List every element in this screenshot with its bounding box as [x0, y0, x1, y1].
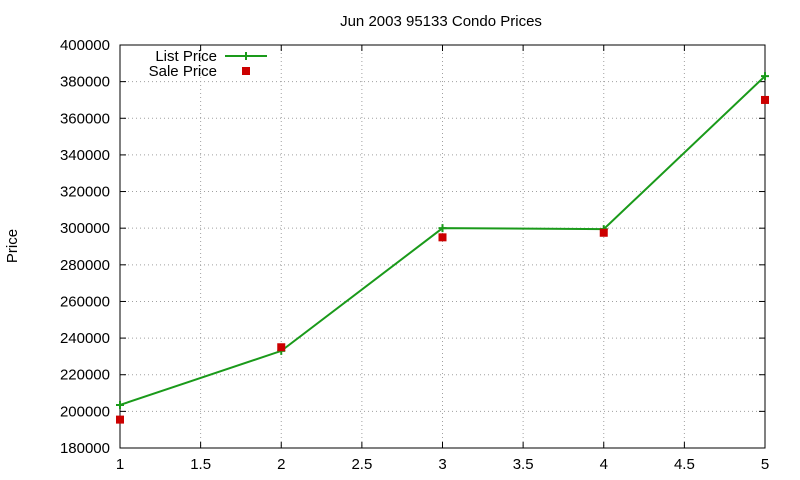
data-point-square	[761, 95, 769, 104]
x-tick-label: 2.5	[351, 456, 372, 473]
y-tick-label: 360000	[60, 110, 110, 127]
y-tick-label: 240000	[60, 330, 110, 347]
legend-symbol	[225, 52, 267, 60]
legend-label: List Price	[155, 48, 217, 65]
x-tick-label: 2	[277, 456, 285, 473]
y-tick-label: 300000	[60, 220, 110, 237]
x-tick-label: 4.5	[674, 456, 695, 473]
y-tick-label: 380000	[60, 74, 110, 91]
y-tick-label: 400000	[60, 37, 110, 54]
data-series	[116, 72, 769, 424]
x-tick-label: 3	[438, 456, 446, 473]
data-point-square	[599, 228, 608, 237]
y-tick-label: 320000	[60, 184, 110, 201]
tick-labels: 1 1.5 2 2.5 3 3.5 4 4.5 5 180000 200000 220000 24000…	[60, 37, 769, 473]
x-tick-label: 4	[600, 456, 608, 473]
data-point-plus	[438, 224, 447, 233]
legend-symbol	[242, 67, 250, 75]
legend-plus-marker	[242, 52, 250, 60]
y-tick-label: 180000	[60, 440, 110, 457]
series-1	[116, 95, 769, 424]
y-tick-label: 340000	[60, 147, 110, 164]
data-point-square	[438, 233, 447, 242]
data-point-square	[116, 415, 124, 424]
y-axis-label: Price	[4, 229, 21, 263]
legend-square-marker	[242, 67, 250, 75]
y-tick-label: 260000	[60, 293, 110, 310]
plot-border	[119, 44, 766, 449]
chart-title: Jun 2003 95133 Condo Prices	[340, 13, 542, 30]
y-tick-label: 220000	[60, 367, 110, 384]
data-point-plus	[116, 400, 124, 409]
x-tick-label: 1	[116, 456, 124, 473]
data-point-plus	[761, 72, 769, 81]
data-point-square	[277, 343, 286, 352]
plot-frame	[119, 44, 766, 449]
x-tick-label: 5	[761, 456, 769, 473]
y-tick-label: 200000	[60, 403, 110, 420]
x-tick-label: 3.5	[513, 456, 534, 473]
grid-lines	[120, 45, 765, 448]
y-tick-label: 280000	[60, 257, 110, 274]
legend-label: Sale Price	[149, 63, 217, 80]
x-tick-label: 1.5	[190, 456, 211, 473]
